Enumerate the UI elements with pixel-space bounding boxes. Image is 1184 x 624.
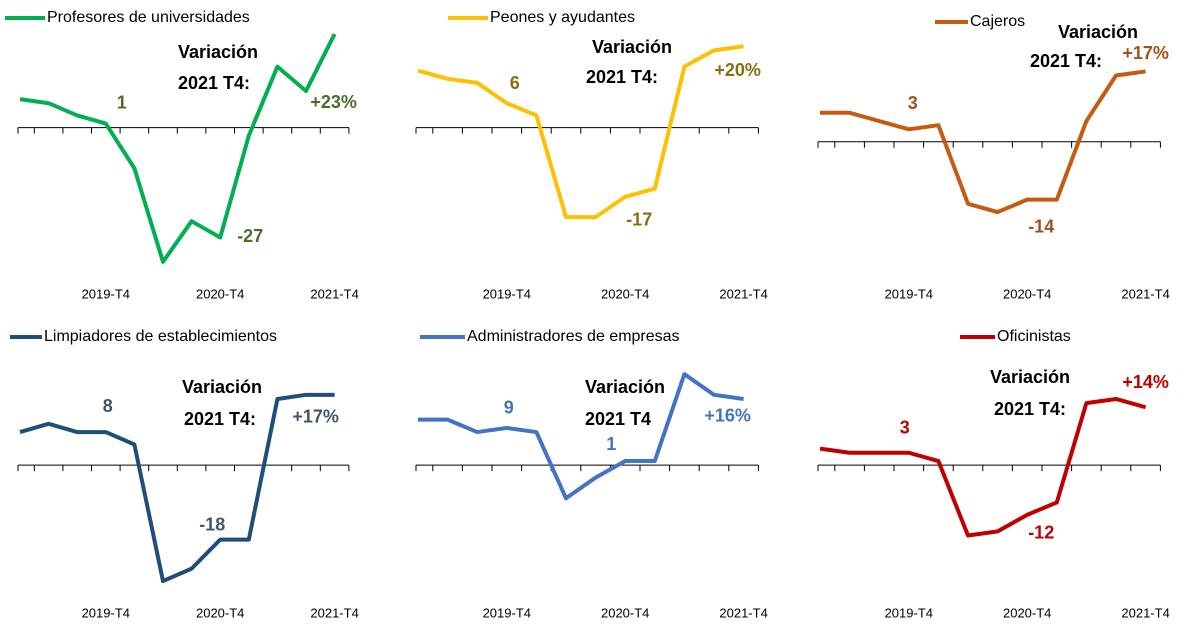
data-label: +17% — [292, 407, 339, 427]
data-label: -12 — [1028, 523, 1054, 543]
x-tick-label: 2021-T4 — [719, 286, 767, 301]
x-tick-label: 2021-T4 — [310, 605, 358, 620]
data-label: -18 — [199, 514, 225, 534]
data-label: 1 — [606, 434, 616, 454]
data-label: -17 — [626, 210, 652, 230]
x-tick-label: 2019-T4 — [885, 605, 933, 620]
data-line — [19, 33, 337, 264]
data-line — [417, 44, 744, 220]
data-label: 3 — [908, 93, 918, 113]
data-line — [418, 372, 744, 501]
annotation: Variación — [990, 367, 1070, 387]
data-label: 3 — [900, 418, 910, 438]
x-tick-label: 2019-T4 — [483, 286, 531, 301]
data-label: +16% — [704, 406, 751, 426]
data-label: 8 — [103, 396, 113, 416]
x-tick-label: 2019-T4 — [82, 605, 130, 620]
annotation: Variación — [592, 37, 672, 57]
data-label: +20% — [714, 60, 761, 80]
annotation: Variación — [178, 42, 258, 62]
x-tick-label: 2020-T4 — [601, 605, 649, 620]
annotation: Variación — [585, 377, 665, 397]
x-tick-label: 2019-T4 — [82, 286, 130, 301]
data-label: -27 — [237, 226, 263, 246]
annotation: 2021 T4: — [178, 73, 250, 93]
legend-label: Administradores de empresas — [467, 328, 680, 345]
x-tick-label: 2021-T4 — [310, 286, 358, 301]
annotation: 2021 T4: — [1030, 51, 1102, 71]
x-tick-label: 2021-T4 — [1121, 286, 1169, 301]
data-line — [819, 396, 1147, 538]
annotation: 2021 T4: — [184, 409, 256, 429]
data-line — [19, 392, 335, 584]
legend-label: Profesores de universidades — [47, 9, 250, 26]
x-tick-label: 2021-T4 — [719, 605, 767, 620]
annotation: 2021 T4 — [585, 409, 651, 429]
data-label: +23% — [310, 92, 357, 112]
annotation: Variación — [1058, 22, 1138, 42]
annotation: 2021 T4: — [586, 67, 658, 87]
x-tick-label: 2019-T4 — [885, 286, 933, 301]
legend-label: Oficinistas — [997, 328, 1071, 345]
x-tick-label: 2020-T4 — [196, 605, 244, 620]
data-line — [820, 69, 1146, 215]
x-tick-label: 2020-T4 — [1003, 286, 1051, 301]
x-tick-label: 2021-T4 — [1121, 605, 1169, 620]
data-label: 6 — [510, 73, 520, 93]
x-tick-label: 2020-T4 — [601, 286, 649, 301]
annotation: Variación — [182, 377, 262, 397]
x-tick-label: 2020-T4 — [196, 286, 244, 301]
data-label: 9 — [504, 398, 514, 418]
x-tick-label: 2020-T4 — [1003, 605, 1051, 620]
annotation: 2021 T4: — [994, 399, 1066, 419]
legend-label: Peones y ayudantes — [490, 9, 635, 26]
legend-label: Limpiadores de establecimientos — [44, 328, 277, 345]
data-label: 1 — [117, 92, 127, 112]
data-label: +17% — [1122, 43, 1169, 63]
data-label: -14 — [1028, 216, 1054, 236]
x-tick-label: 2019-T4 — [483, 605, 531, 620]
data-label: +14% — [1122, 372, 1169, 392]
legend-label: Cajeros — [970, 13, 1025, 30]
